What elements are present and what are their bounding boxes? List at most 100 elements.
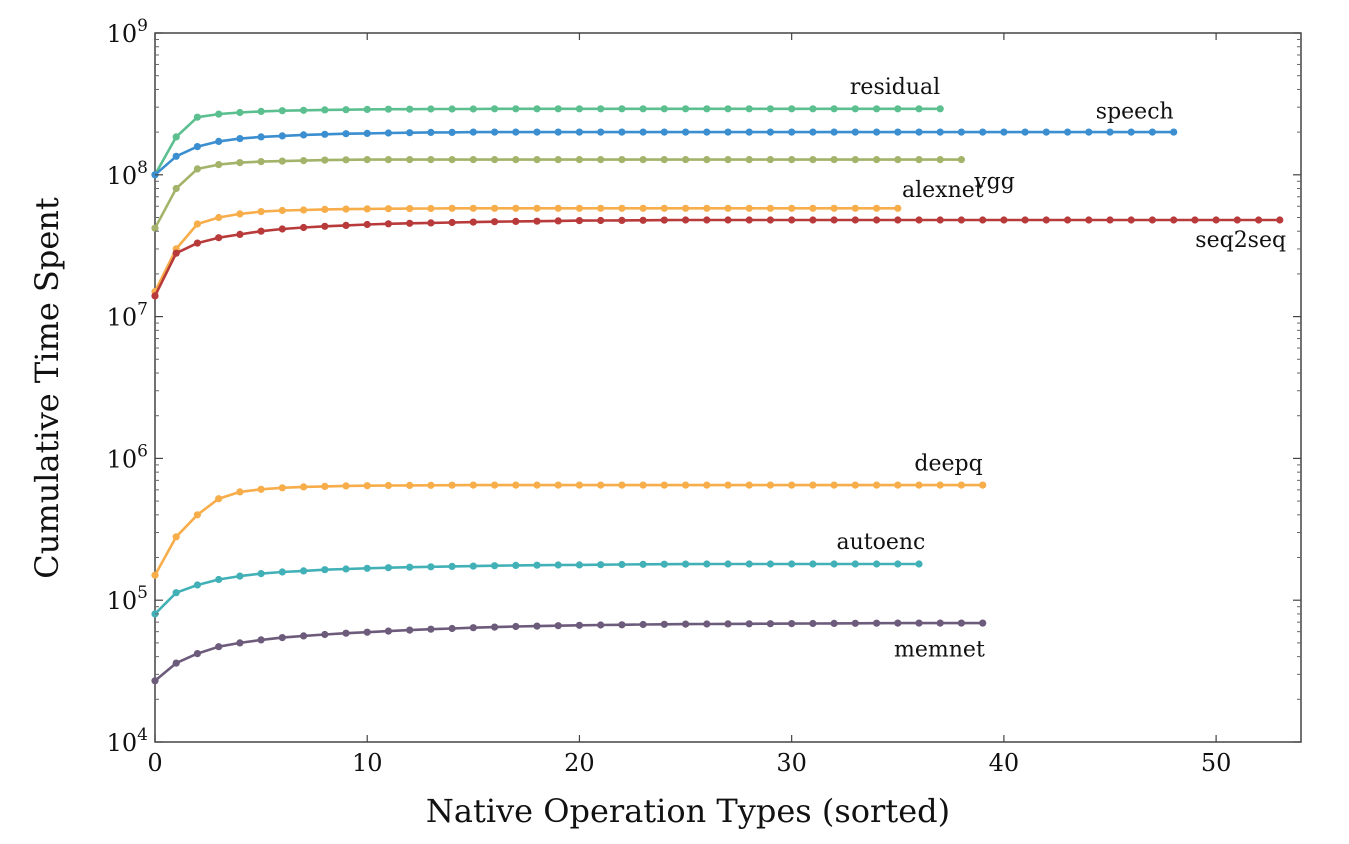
data-point bbox=[1148, 216, 1156, 224]
data-point bbox=[639, 128, 647, 136]
data-point bbox=[448, 204, 456, 212]
data-point bbox=[151, 224, 159, 232]
series-line-memnet bbox=[154, 621, 983, 682]
data-point bbox=[575, 128, 584, 136]
data-point bbox=[257, 208, 265, 216]
data-point bbox=[703, 156, 711, 164]
series-label-deepq: deepq bbox=[914, 452, 982, 477]
y-tick-base: 10 bbox=[107, 729, 138, 757]
data-point bbox=[363, 129, 371, 137]
series-label-vgg: vgg bbox=[973, 170, 1015, 195]
data-point bbox=[830, 216, 838, 224]
data-point bbox=[172, 659, 180, 667]
data-point bbox=[660, 620, 668, 628]
data-point bbox=[342, 156, 350, 164]
data-point bbox=[491, 481, 499, 489]
series-alexnet: alexnet bbox=[151, 178, 984, 296]
data-point bbox=[257, 636, 265, 644]
data-point bbox=[660, 216, 668, 224]
data-point bbox=[766, 204, 775, 212]
data-point bbox=[172, 152, 180, 160]
data-point bbox=[151, 571, 159, 579]
data-point bbox=[703, 105, 711, 113]
data-point bbox=[469, 562, 477, 570]
data-point bbox=[151, 292, 159, 300]
data-point bbox=[618, 621, 626, 629]
data-point bbox=[300, 632, 308, 640]
data-point bbox=[936, 156, 944, 164]
series-label-speech: speech bbox=[1096, 99, 1174, 124]
data-point bbox=[342, 130, 350, 138]
y-tick-label: 105 bbox=[107, 583, 148, 615]
series-vgg: vgg bbox=[151, 156, 1015, 232]
data-point bbox=[1106, 128, 1114, 136]
data-point bbox=[427, 156, 435, 164]
data-point bbox=[575, 561, 584, 569]
data-point bbox=[936, 105, 944, 113]
data-point bbox=[533, 204, 541, 212]
data-point bbox=[469, 624, 477, 632]
data-point bbox=[788, 481, 796, 489]
data-point bbox=[936, 481, 944, 489]
series-deepq: deepq bbox=[151, 452, 987, 579]
data-point bbox=[300, 131, 308, 139]
data-point bbox=[830, 619, 838, 628]
data-point bbox=[830, 156, 838, 164]
data-point bbox=[979, 619, 987, 627]
data-point bbox=[172, 184, 180, 193]
data-point bbox=[384, 627, 392, 635]
y-tick-exponent: 8 bbox=[137, 158, 148, 178]
data-point bbox=[384, 129, 392, 137]
data-point bbox=[894, 619, 902, 627]
data-point bbox=[618, 204, 626, 212]
data-point bbox=[215, 643, 223, 651]
data-point bbox=[660, 481, 668, 489]
data-point bbox=[1127, 128, 1135, 136]
y-tick-label: 107 bbox=[107, 300, 148, 332]
data-point bbox=[363, 482, 371, 490]
data-point bbox=[979, 128, 987, 136]
data-point bbox=[1042, 216, 1050, 224]
data-point bbox=[533, 481, 541, 489]
data-point bbox=[724, 620, 732, 628]
data-point bbox=[809, 619, 817, 628]
data-point bbox=[236, 572, 244, 580]
data-point bbox=[278, 107, 286, 115]
data-point bbox=[660, 128, 668, 136]
data-point bbox=[682, 204, 690, 212]
data-point bbox=[300, 223, 308, 232]
data-point bbox=[469, 481, 477, 489]
x-tick-label: 20 bbox=[564, 749, 595, 777]
data-point bbox=[830, 128, 838, 136]
data-point bbox=[894, 560, 902, 568]
data-point bbox=[193, 650, 201, 658]
data-point bbox=[554, 561, 562, 569]
data-point bbox=[788, 156, 796, 164]
data-point bbox=[257, 227, 265, 235]
data-point bbox=[724, 128, 732, 136]
data-point bbox=[363, 220, 371, 229]
data-point bbox=[342, 482, 350, 490]
data-point bbox=[554, 217, 562, 225]
data-point bbox=[766, 560, 775, 568]
data-point bbox=[321, 156, 329, 164]
data-point bbox=[851, 128, 859, 136]
data-point bbox=[1170, 128, 1178, 136]
data-point bbox=[512, 217, 520, 225]
data-point bbox=[788, 620, 796, 628]
data-point bbox=[915, 128, 923, 136]
data-point bbox=[788, 128, 796, 136]
data-point bbox=[193, 220, 201, 228]
data-point bbox=[851, 156, 859, 164]
data-point bbox=[554, 128, 562, 136]
data-point bbox=[575, 481, 584, 489]
data-point bbox=[745, 156, 753, 164]
y-axis-title: Cumulative Time Spent bbox=[28, 197, 66, 579]
data-point bbox=[342, 106, 350, 114]
data-point bbox=[384, 220, 392, 228]
data-point bbox=[809, 156, 817, 164]
data-point bbox=[321, 205, 329, 213]
data-point bbox=[979, 216, 987, 224]
data-point bbox=[448, 105, 456, 113]
